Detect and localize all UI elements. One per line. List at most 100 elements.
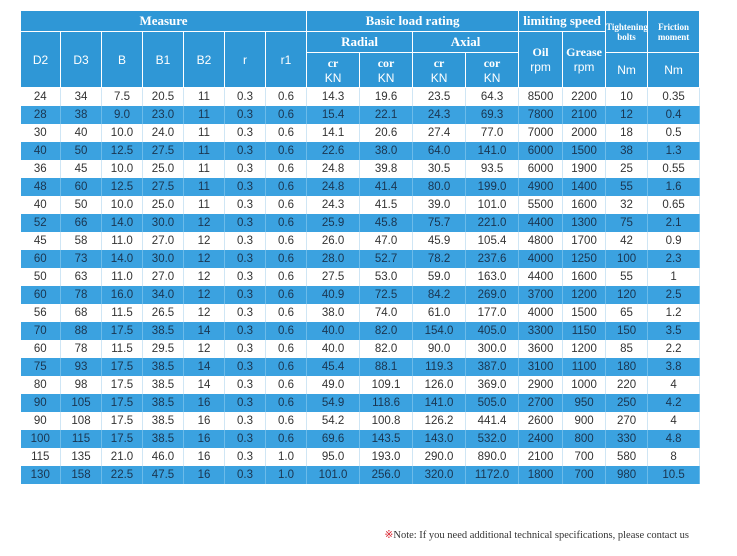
- cell-b1: 38.5: [142, 376, 184, 394]
- cell-b1: 27.5: [142, 178, 184, 196]
- cell-cr-radial: 40.0: [306, 340, 361, 358]
- cell-r1: 0.6: [265, 394, 308, 412]
- cell-b2: 16: [183, 394, 225, 412]
- cell-b: 12.5: [101, 178, 143, 196]
- cell-r1: 0.6: [265, 124, 308, 142]
- table-body: 24 34 7.5 20.5 11 0.3 0.6 14.3 19.6 23.5 64.3 8500 2…: [20, 87, 701, 484]
- cell-b2: 16: [183, 448, 225, 466]
- cell-grease: 1100: [562, 358, 607, 376]
- cell-cor-axial: 141.0: [465, 142, 520, 160]
- table-row: 28 38 9.0 23.0 11 0.3 0.6 15.4 22.1 24.3 69.3 7800 2…: [20, 106, 701, 124]
- cell-grease: 2000: [562, 124, 607, 142]
- cell-d3: 45: [60, 160, 102, 178]
- cell-friction-moment: 1.2: [647, 304, 701, 322]
- cell-oil: 1800: [518, 466, 564, 484]
- cell-oil: 4000: [518, 304, 564, 322]
- cell-cor-radial: 41.5: [359, 196, 414, 214]
- table-row: 100 115 17.5 38.5 16 0.3 0.6 69.6 143.5 143.0 532.…: [20, 430, 701, 448]
- cell-d3: 58: [60, 232, 102, 250]
- cell-cr-radial: 24.8: [306, 178, 361, 196]
- cell-cor-radial: 193.0: [359, 448, 414, 466]
- cell-cor-radial: 19.6: [359, 87, 414, 106]
- header-cr-axial-label: cr: [433, 55, 445, 70]
- cell-b: 17.5: [101, 376, 143, 394]
- cell-oil: 6000: [518, 160, 564, 178]
- cell-r: 0.3: [224, 304, 266, 322]
- cell-friction-moment: 2.1: [647, 214, 701, 232]
- cell-b2: 16: [183, 466, 225, 484]
- cell-tightening-bolts: 180: [605, 358, 649, 376]
- cell-friction-moment: 0.4: [647, 106, 701, 124]
- header-cr-axial: cr KN: [412, 52, 467, 88]
- cell-b1: 47.5: [142, 466, 184, 484]
- cell-oil: 8500: [518, 87, 564, 106]
- cell-cor-axial: 269.0: [465, 286, 520, 304]
- table-row: 45 58 11.0 27.0 12 0.3 0.6 26.0 47.0 45.9 105.4 480…: [20, 232, 701, 250]
- cell-d2: 52: [20, 214, 61, 232]
- cell-tightening-bolts: 85: [605, 340, 649, 358]
- cell-cr-radial: 95.0: [306, 448, 361, 466]
- header-d2: D2: [20, 31, 61, 88]
- table-row: 40 50 10.0 25.0 11 0.3 0.6 24.3 41.5 39.0 101.0 550…: [20, 196, 701, 214]
- cell-cor-radial: 118.6: [359, 394, 414, 412]
- header-grease: Grease rpm: [562, 31, 607, 88]
- cell-cor-radial: 20.6: [359, 124, 414, 142]
- cell-grease: 700: [562, 466, 607, 484]
- cell-r1: 0.6: [265, 412, 308, 430]
- cell-cor-axial: 177.0: [465, 304, 520, 322]
- cell-r: 0.3: [224, 178, 266, 196]
- cell-b1: 25.0: [142, 160, 184, 178]
- cell-d3: 115: [60, 430, 102, 448]
- cell-b: 10.0: [101, 160, 143, 178]
- cell-b: 17.5: [101, 412, 143, 430]
- cell-cr-axial: 320.0: [412, 466, 467, 484]
- header-grease-label: Grease: [566, 45, 602, 59]
- cell-b2: 12: [183, 304, 225, 322]
- cell-cor-axial: 1172.0: [465, 466, 520, 484]
- cell-grease: 1000: [562, 376, 607, 394]
- cell-b: 17.5: [101, 322, 143, 340]
- cell-r: 0.3: [224, 106, 266, 124]
- cell-cr-axial: 78.2: [412, 250, 467, 268]
- cell-r: 0.3: [224, 250, 266, 268]
- cell-d3: 108: [60, 412, 102, 430]
- cell-r1: 0.6: [265, 178, 308, 196]
- cell-tightening-bolts: 38: [605, 142, 649, 160]
- cell-tightening-bolts: 10: [605, 87, 649, 106]
- cell-tightening-bolts: 55: [605, 178, 649, 196]
- cell-cr-axial: 59.0: [412, 268, 467, 286]
- cell-b1: 27.0: [142, 268, 184, 286]
- table-row: 80 98 17.5 38.5 14 0.3 0.6 49.0 109.1 126.0 369.0 2…: [20, 376, 701, 394]
- header-cor-radial: cor KN: [359, 52, 414, 88]
- cell-cor-axial: 163.0: [465, 268, 520, 286]
- cell-b1: 30.0: [142, 214, 184, 232]
- cell-b: 22.5: [101, 466, 143, 484]
- cell-friction-moment: 4.8: [647, 430, 701, 448]
- cell-cr-axial: 39.0: [412, 196, 467, 214]
- cell-b: 17.5: [101, 358, 143, 376]
- cell-b2: 16: [183, 412, 225, 430]
- cell-tightening-bolts: 100: [605, 250, 649, 268]
- cell-b: 17.5: [101, 430, 143, 448]
- cell-b: 17.5: [101, 394, 143, 412]
- cell-grease: 2200: [562, 87, 607, 106]
- header-d3: D3: [60, 31, 102, 88]
- cell-r1: 0.6: [265, 196, 308, 214]
- cell-tightening-bolts: 25: [605, 160, 649, 178]
- table-row: 60 73 14.0 30.0 12 0.3 0.6 28.0 52.7 78.2 237.6 400…: [20, 250, 701, 268]
- cell-r: 0.3: [224, 214, 266, 232]
- cell-r: 0.3: [224, 394, 266, 412]
- cell-d3: 34: [60, 87, 102, 106]
- cell-b: 11.0: [101, 268, 143, 286]
- cell-d3: 50: [60, 142, 102, 160]
- cell-cr-radial: 25.9: [306, 214, 361, 232]
- cell-grease: 1300: [562, 214, 607, 232]
- cell-cor-radial: 88.1: [359, 358, 414, 376]
- cell-cr-radial: 101.0: [306, 466, 361, 484]
- cell-d3: 38: [60, 106, 102, 124]
- cell-cr-axial: 30.5: [412, 160, 467, 178]
- cell-grease: 1700: [562, 232, 607, 250]
- cell-cr-axial: 75.7: [412, 214, 467, 232]
- cell-tightening-bolts: 65: [605, 304, 649, 322]
- cell-cor-axial: 405.0: [465, 322, 520, 340]
